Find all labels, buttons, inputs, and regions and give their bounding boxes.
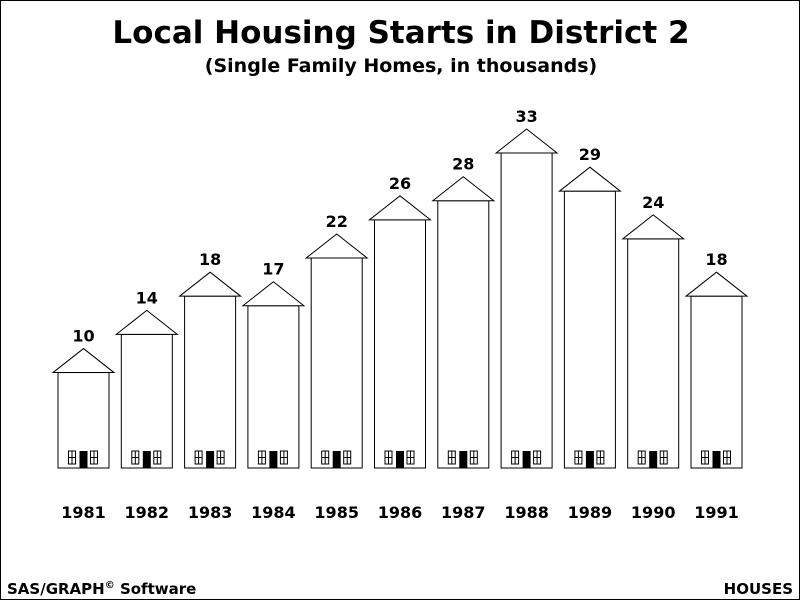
house-roof <box>557 166 622 192</box>
house-door <box>522 451 531 468</box>
tick-label-1985: 1985 <box>314 503 359 522</box>
tick-label-1987: 1987 <box>441 503 486 522</box>
house-roof <box>368 195 432 221</box>
bars-group: 10 14 18 17 22 26 28 33 29 24 18 <box>51 107 749 469</box>
value-label-1985: 22 <box>326 212 348 231</box>
house-window-right <box>343 450 352 465</box>
house-window-right <box>723 450 731 465</box>
house-window-right <box>659 450 668 465</box>
house-bar-1991: 18 <box>684 250 749 469</box>
tick-label-1989: 1989 <box>568 503 613 522</box>
house-window-right <box>279 450 288 465</box>
house-roof <box>51 347 116 374</box>
house-door <box>585 451 594 468</box>
value-label-1991: 18 <box>705 250 727 269</box>
house-body <box>184 295 237 469</box>
house-roof <box>494 128 559 154</box>
house-window-right <box>469 450 478 465</box>
house-door <box>206 451 215 468</box>
house-bar-1985: 22 <box>304 212 369 469</box>
value-label-1984: 17 <box>262 260 284 279</box>
house-roof <box>114 309 179 335</box>
house-window-right <box>533 450 542 465</box>
chart-subtitle: (Single Family Homes, in thousands) <box>205 55 597 77</box>
house-door <box>269 451 278 468</box>
tick-label-1990: 1990 <box>631 503 676 522</box>
house-window-left <box>384 450 393 465</box>
house-body <box>310 257 363 469</box>
house-door <box>142 451 151 468</box>
house-window-right <box>153 450 162 465</box>
footer-software-name: SAS/GRAPH <box>7 580 105 598</box>
house-roof <box>621 214 686 240</box>
house-door <box>79 451 88 468</box>
house-door <box>712 451 721 468</box>
house-bar-1981: 10 <box>51 327 116 469</box>
tick-label-1986: 1986 <box>378 503 423 522</box>
tick-label-1983: 1983 <box>188 503 233 522</box>
house-window-right <box>596 450 605 465</box>
footer-copyright-symbol: © <box>105 580 115 591</box>
chart-title: Local Housing Starts in District 2 <box>112 15 689 51</box>
house-window-left <box>447 450 456 465</box>
house-bar-1986: 26 <box>368 174 432 469</box>
house-roof <box>304 233 369 259</box>
house-window-left <box>68 450 76 465</box>
house-window-left <box>574 450 583 465</box>
house-bar-1982: 14 <box>114 288 179 469</box>
house-body <box>500 152 553 469</box>
tick-label-1981: 1981 <box>61 503 106 522</box>
house-door <box>649 451 658 468</box>
house-window-left <box>194 450 203 465</box>
value-label-1990: 24 <box>642 193 664 212</box>
house-window-right <box>90 450 98 465</box>
tick-label-1982: 1982 <box>125 503 170 522</box>
house-bar-1988: 33 <box>494 107 559 469</box>
house-bar-1987: 28 <box>431 155 496 469</box>
house-door <box>332 451 341 468</box>
footer-right: HOUSES <box>724 580 793 598</box>
value-label-1987: 28 <box>452 155 474 174</box>
tick-label-1988: 1988 <box>504 503 549 522</box>
house-bar-1983: 18 <box>178 250 243 469</box>
house-body <box>120 333 173 469</box>
house-bar-1990: 24 <box>621 193 686 469</box>
house-window-left <box>511 450 520 465</box>
x-tick-labels: 1981 1982 1983 1984 1985 1986 1987 1988 1989 1990… <box>61 503 739 522</box>
tick-label-1991: 1991 <box>694 503 739 522</box>
house-body <box>690 295 743 469</box>
house-window-left <box>701 450 709 465</box>
house-door <box>396 451 404 468</box>
value-label-1982: 14 <box>136 288 158 307</box>
house-window-right <box>216 450 225 465</box>
house-body <box>627 238 680 469</box>
house-roof <box>431 176 496 202</box>
house-bar-1984: 17 <box>241 260 306 469</box>
house-body <box>563 190 616 469</box>
house-roof <box>684 271 749 297</box>
house-window-left <box>257 450 266 465</box>
footer-left: SAS/GRAPH© Software <box>7 580 196 598</box>
value-label-1983: 18 <box>199 250 221 269</box>
tick-label-1984: 1984 <box>251 503 296 522</box>
house-body <box>374 219 426 469</box>
house-window-right <box>406 450 415 465</box>
value-label-1989: 29 <box>579 145 601 164</box>
house-bar-1989: 29 <box>557 145 622 469</box>
value-label-1981: 10 <box>72 327 94 346</box>
house-roof <box>178 271 243 297</box>
house-window-left <box>321 450 330 465</box>
value-label-1986: 26 <box>389 174 411 193</box>
house-window-left <box>131 450 140 465</box>
footer-software-suffix: Software <box>115 580 197 598</box>
value-label-1988: 33 <box>515 107 537 126</box>
house-roof <box>241 281 306 307</box>
house-door <box>459 451 468 468</box>
house-window-left <box>637 450 646 465</box>
house-body <box>247 305 300 469</box>
house-body <box>437 200 490 469</box>
